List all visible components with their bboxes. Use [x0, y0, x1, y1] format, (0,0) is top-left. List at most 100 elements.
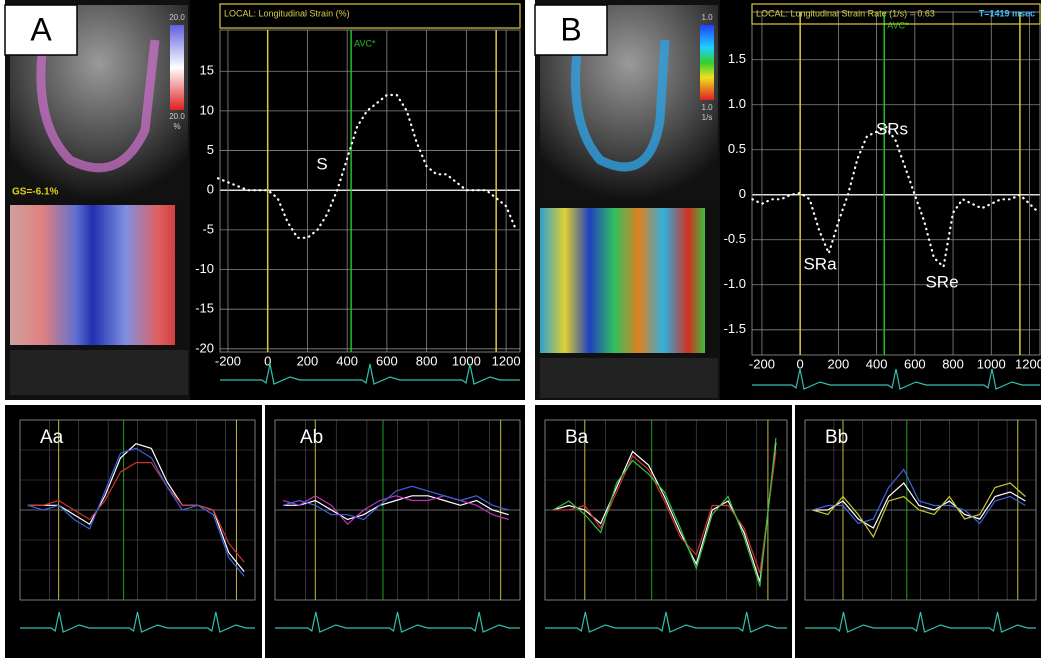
global-strain: GS=-6.1% — [12, 187, 59, 198]
plot-frame — [19, 419, 256, 601]
plot-frame — [219, 29, 521, 353]
chart-panel: -20 -15 -10 -5 0 5 10 15 -200 0 200 400 600 800 1000 12… — [4, 0, 525, 400]
colorbar-max: 1.0 — [701, 13, 713, 22]
plot-frame — [544, 419, 788, 601]
annotation: SRe — [925, 272, 958, 291]
x-tick-label: 600 — [904, 356, 926, 371]
data-line — [552, 437, 777, 587]
chart-panel: Aa — [5, 405, 262, 658]
x-tick-label: -200 — [749, 356, 775, 371]
ecg-strip — [10, 350, 188, 395]
x-tick-label: 200 — [297, 353, 319, 368]
strain-rate-map — [540, 208, 705, 353]
panel-label: A — [30, 11, 52, 47]
plot-frame — [751, 11, 1041, 356]
data-line — [812, 482, 1026, 539]
x-tick-label: 400 — [866, 356, 888, 371]
x-tick-label: 200 — [828, 356, 850, 371]
strain-map — [10, 205, 175, 345]
panel-background — [265, 405, 525, 658]
y-tick-label: 10 — [200, 102, 214, 117]
time-label: T=1419 msec — [979, 8, 1035, 18]
data-line — [27, 462, 245, 563]
y-tick-label: -1.5 — [724, 321, 746, 336]
x-tick-label: 1200 — [1015, 356, 1041, 371]
data-line — [216, 93, 518, 239]
x-tick-label: 1000 — [452, 353, 481, 368]
chart-title: LOCAL: Longitudinal Strain (%) — [224, 8, 350, 18]
colorbar-min: 1.0 — [701, 103, 713, 112]
y-tick-label: 0 — [739, 186, 746, 201]
x-tick-label: 1200 — [492, 353, 521, 368]
data-line — [751, 125, 1041, 269]
annotation: S — [316, 154, 327, 173]
x-tick-label: 800 — [416, 353, 438, 368]
x-tick-label: 1000 — [977, 356, 1006, 371]
panel-background — [795, 405, 1041, 658]
panel-label: Aa — [40, 427, 64, 448]
x-tick-label: 400 — [336, 353, 358, 368]
y-tick-label: 1.0 — [728, 96, 746, 111]
colorbar-unit: 1/s — [702, 113, 713, 122]
panel-label: B — [560, 11, 581, 47]
ecg-trace — [805, 611, 1036, 633]
data-line — [812, 468, 1026, 525]
data-line — [553, 451, 777, 574]
data-line — [282, 495, 509, 526]
y-tick-label: 0 — [207, 182, 214, 197]
panel-background — [535, 405, 792, 658]
y-tick-label: 15 — [200, 63, 214, 78]
event-label: AVC* — [354, 38, 376, 48]
plot-frame — [804, 419, 1037, 601]
panel-label-box — [534, 4, 608, 56]
chart-panel: Ba — [535, 405, 792, 658]
ecg-trace — [752, 368, 1040, 390]
x-tick-label: 0 — [797, 356, 804, 371]
plot-frame — [274, 419, 521, 601]
ecg-trace — [220, 363, 520, 385]
ecg-trace — [275, 611, 520, 633]
color-bar — [700, 25, 714, 100]
data-line — [812, 482, 1026, 529]
ecg-strip — [540, 358, 718, 398]
y-tick-label: -10 — [195, 261, 214, 276]
y-tick-label: 1.5 — [728, 51, 746, 66]
x-tick-label: -200 — [215, 353, 241, 368]
y-tick-label: -1.0 — [724, 276, 746, 291]
myocardium-overlay — [571, 29, 670, 172]
colorbar-unit: % — [173, 122, 180, 131]
y-tick-label: -15 — [195, 301, 214, 316]
title-box — [751, 3, 1041, 25]
y-tick-label: -0.5 — [724, 231, 746, 246]
panel-label-box — [4, 4, 78, 56]
colorbar-min: 20.0 — [169, 112, 185, 121]
x-tick-label: 600 — [376, 353, 398, 368]
panel-label: Ba — [565, 427, 589, 448]
ecg-trace — [545, 611, 787, 633]
event-label: AVC* — [887, 20, 909, 30]
y-tick-label: -20 — [195, 340, 214, 355]
panel-label: Ab — [300, 427, 323, 448]
colorbar-max: 20.0 — [169, 13, 185, 22]
panel-background — [190, 0, 525, 400]
data-line — [282, 485, 509, 521]
y-tick-label: -5 — [202, 221, 214, 236]
color-bar — [170, 25, 184, 110]
annotation: SRs — [876, 119, 908, 138]
data-line — [27, 447, 245, 577]
ecg-trace — [20, 611, 255, 633]
chart-title: LOCAL: Longitudinal Strain Rate (1/s) = … — [756, 8, 935, 18]
chart-panel: Bb — [795, 405, 1041, 658]
panel-label: Bb — [825, 427, 848, 448]
myocardium-overlay — [36, 29, 160, 173]
title-box — [219, 3, 521, 29]
data-line — [283, 495, 509, 521]
x-tick-label: 800 — [942, 356, 964, 371]
x-tick-label: 0 — [264, 353, 271, 368]
y-tick-label: 5 — [207, 142, 214, 157]
chart-panel: Ab — [265, 405, 525, 658]
chart-panel: -1.5 -1.0 -0.5 0 0.5 1.0 1.5 -200 0 200 400 600 800 1… — [534, 0, 1041, 400]
annotation: SRa — [803, 254, 837, 273]
y-tick-label: 0.5 — [728, 141, 746, 156]
